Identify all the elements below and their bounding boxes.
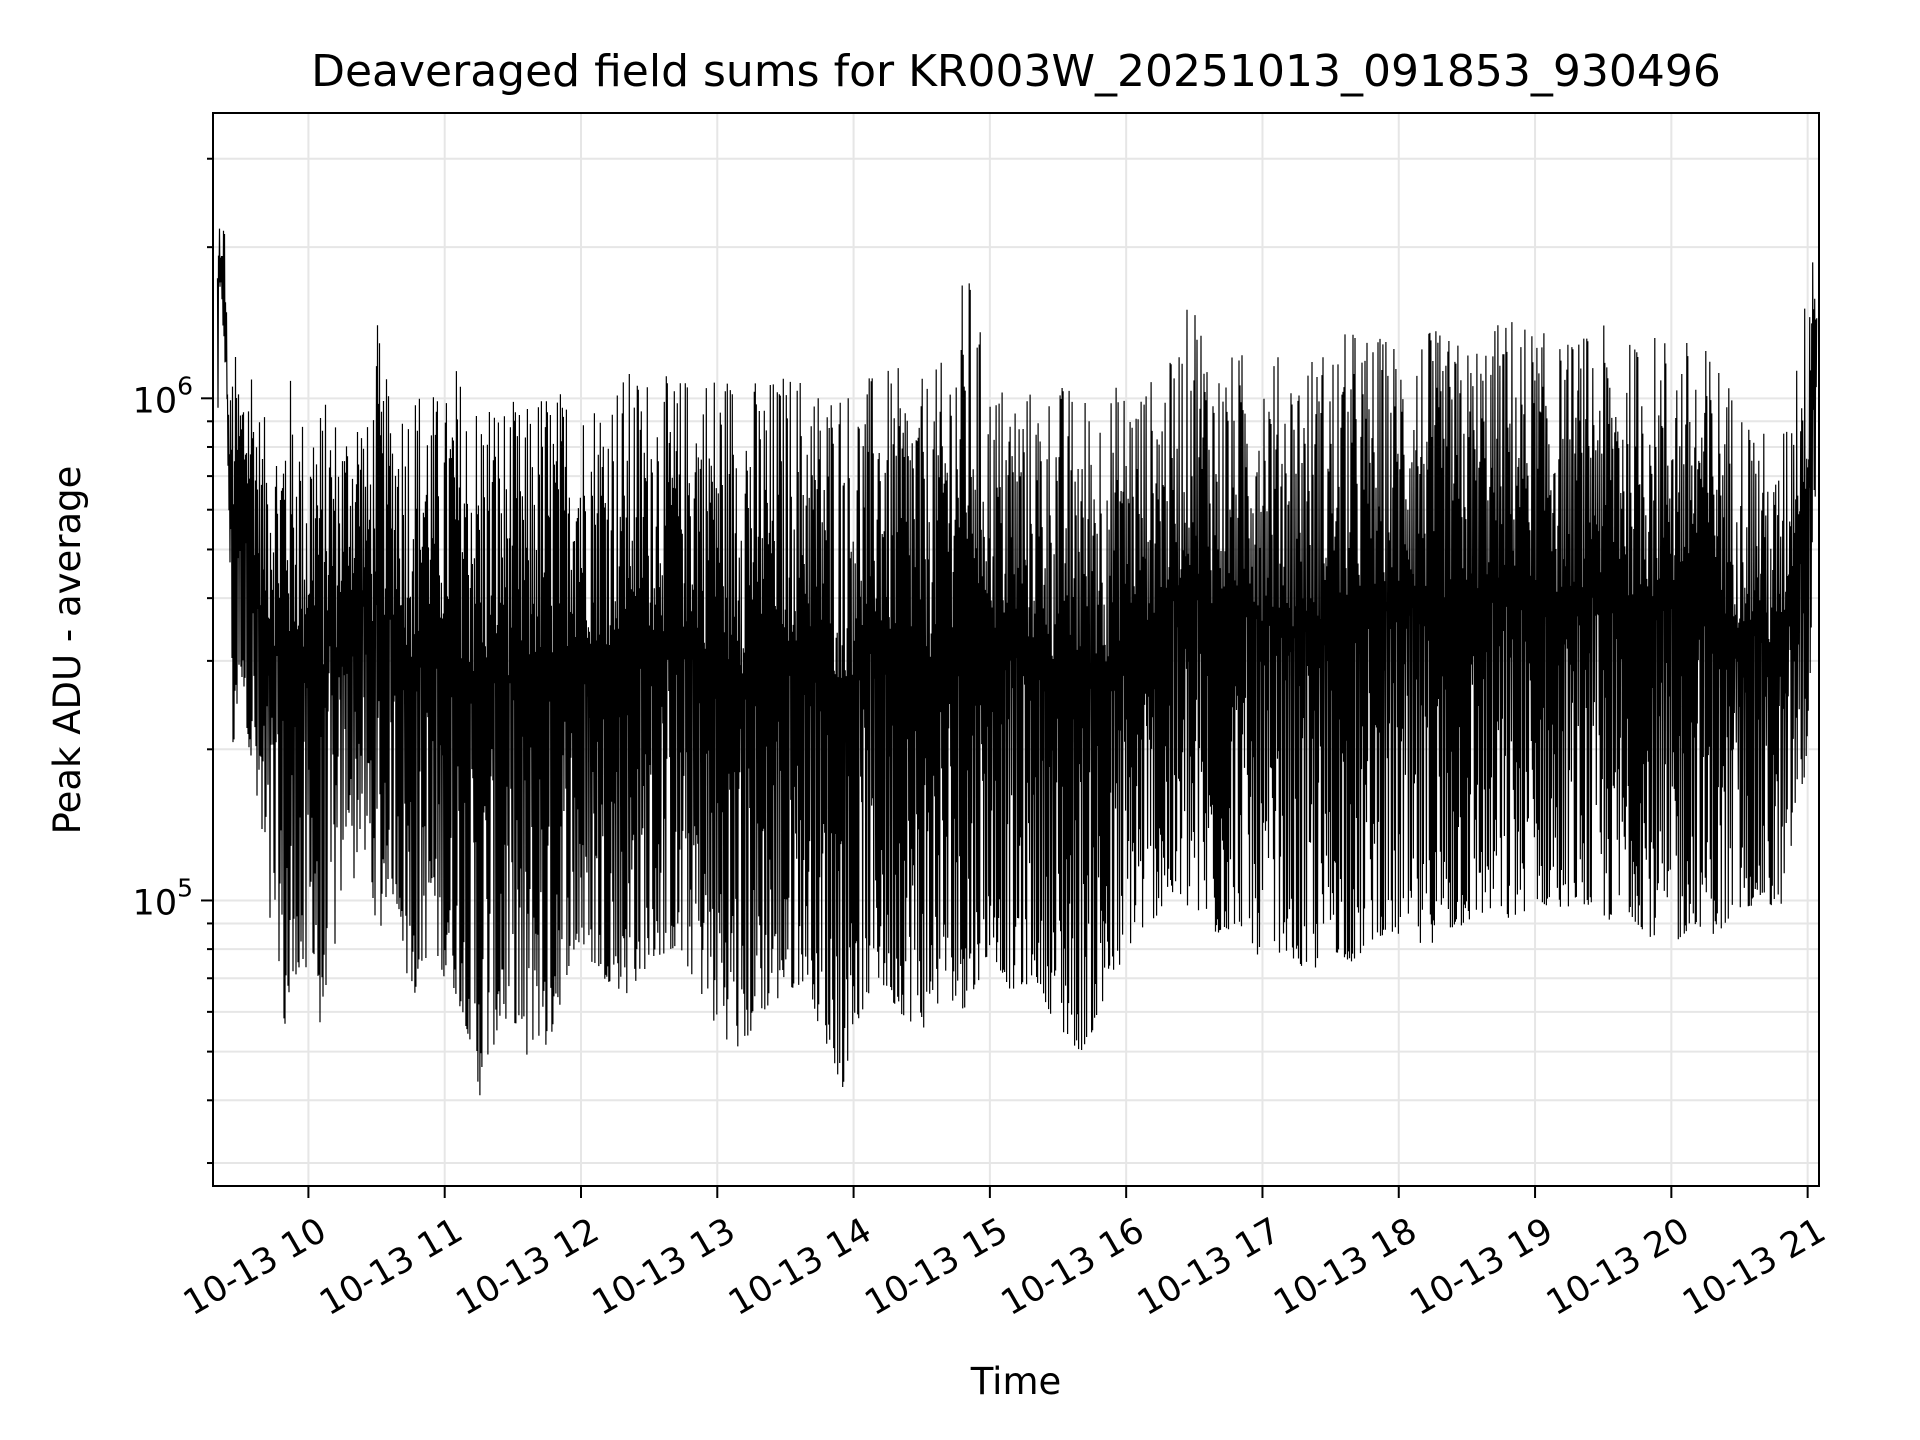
x-tick-label: 10-13 12 xyxy=(450,1211,606,1324)
x-tick-label: 10-13 19 xyxy=(1404,1211,1560,1324)
x-tick-label: 10-13 17 xyxy=(1131,1211,1287,1324)
x-tick-label: 10-13 14 xyxy=(722,1211,878,1324)
y-tick-base: 10 xyxy=(133,883,178,923)
x-tick-label: 10-13 10 xyxy=(177,1211,333,1324)
x-tick-label: 10-13 15 xyxy=(858,1211,1014,1324)
x-tick-label: 10-13 16 xyxy=(995,1211,1151,1324)
x-axis-label: Time xyxy=(970,1360,1062,1403)
x-tick-label: 10-13 13 xyxy=(586,1211,742,1324)
x-tick-label: 10-13 21 xyxy=(1676,1211,1832,1324)
x-tick-label: 10-13 11 xyxy=(313,1211,469,1324)
x-tick-label: 10-13 20 xyxy=(1540,1211,1696,1324)
y-tick-exponent: 6 xyxy=(177,371,193,400)
y-tick-label: 106 xyxy=(133,371,193,421)
y-tick-label: 105 xyxy=(133,873,193,923)
x-tick-label: 10-13 18 xyxy=(1267,1211,1423,1324)
series-line xyxy=(216,228,1818,1096)
plot-frame xyxy=(212,112,1820,1187)
chart-title: Deaveraged field sums for KR003W_2025101… xyxy=(311,46,1721,97)
y-tick-exponent: 5 xyxy=(177,873,193,902)
plot-series xyxy=(216,228,1818,1096)
y-tick-base: 10 xyxy=(133,381,178,421)
y-axis-label: Peak ADU - average xyxy=(46,466,89,835)
